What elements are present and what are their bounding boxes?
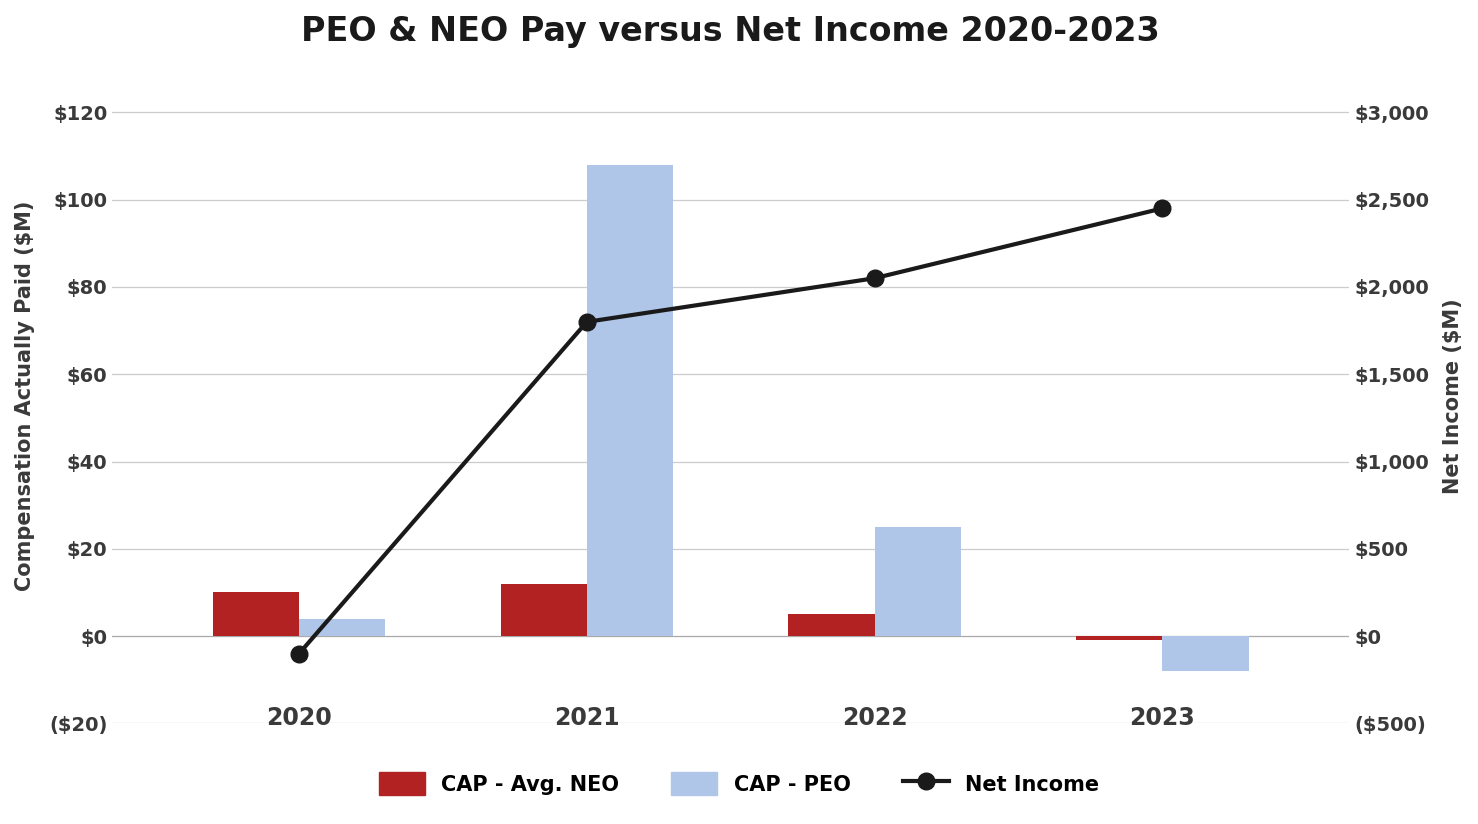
Bar [1076,636,1162,640]
Net Income [290,648,307,658]
Line: Net Income: Net Income [291,200,1171,662]
Legend: CAP - Avg. NEO, CAP - PEO, Net Income: CAP - Avg. NEO, CAP - PEO, Net Income [368,762,1110,805]
Bar [587,165,672,636]
Bar [875,527,961,636]
Y-axis label: Net Income ($M): Net Income ($M) [1443,298,1463,494]
Text: 2020: 2020 [266,706,333,730]
Text: 2022: 2022 [842,706,907,730]
Text: 2023: 2023 [1129,706,1196,730]
Bar [213,592,299,636]
Bar [788,614,875,636]
Bar [1162,636,1249,671]
Y-axis label: Compensation Actually Paid ($M): Compensation Actually Paid ($M) [15,201,35,592]
Title: PEO & NEO Pay versus Net Income 2020-2023: PEO & NEO Pay versus Net Income 2020-202… [302,15,1160,48]
Net Income [1153,204,1171,213]
Text: 2021: 2021 [554,706,619,730]
Net Income [578,317,596,327]
Bar [299,619,386,636]
Net Income [866,274,884,283]
Bar [501,583,587,636]
